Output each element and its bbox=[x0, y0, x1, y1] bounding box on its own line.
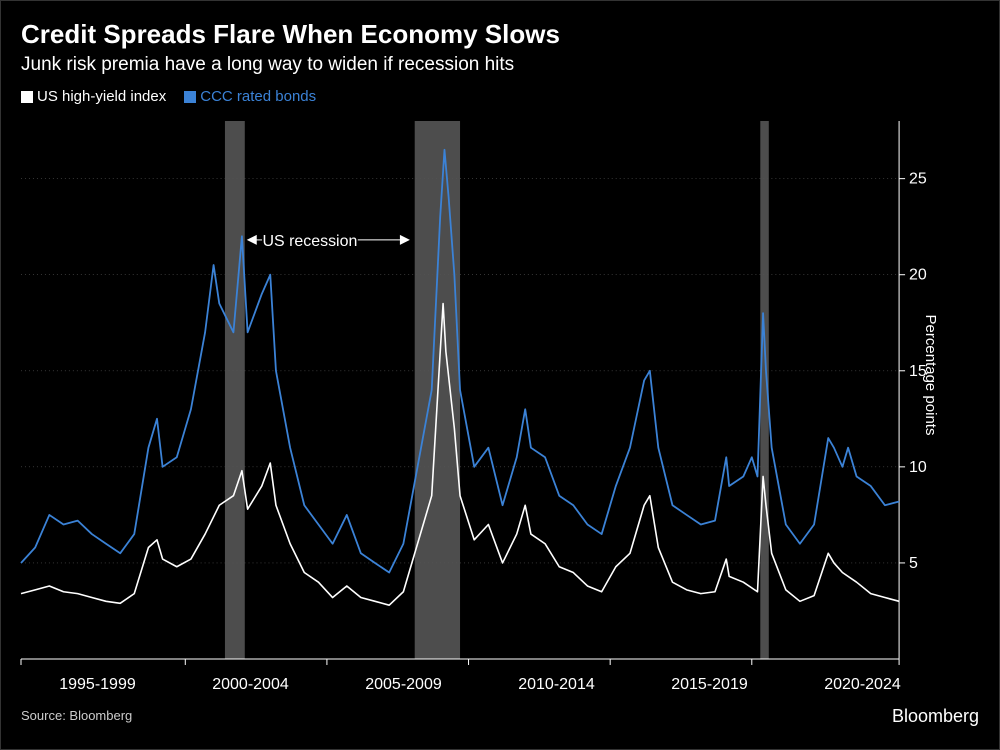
x-tick-label: 2000-2004 bbox=[212, 676, 289, 694]
legend-swatch-ccc bbox=[184, 91, 196, 103]
legend-label-ccc: CCC rated bonds bbox=[200, 88, 316, 105]
chart-title: Credit Spreads Flare When Economy Slows bbox=[1, 1, 999, 54]
x-tick-label: 2015-2019 bbox=[671, 676, 748, 694]
svg-text:10: 10 bbox=[909, 459, 927, 476]
y-axis-label: Percentage points bbox=[922, 315, 939, 436]
plot-svg: 510152025US recession bbox=[21, 121, 939, 659]
svg-text:5: 5 bbox=[909, 555, 918, 572]
legend-item-high-yield: US high-yield index bbox=[21, 88, 166, 105]
x-tick-label: 2010-2014 bbox=[518, 676, 595, 694]
x-tick-label: 1995-1999 bbox=[59, 676, 136, 694]
brand-text: Bloomberg bbox=[892, 706, 979, 727]
plot-area: 510152025US recession bbox=[21, 121, 939, 659]
chart-container: Credit Spreads Flare When Economy Slows … bbox=[0, 0, 1000, 750]
legend-swatch-high-yield bbox=[21, 91, 33, 103]
x-tick-label: 2020-2024 bbox=[824, 676, 901, 694]
legend-item-ccc: CCC rated bonds bbox=[184, 88, 316, 105]
source-text: Source: Bloomberg bbox=[21, 708, 132, 723]
legend: US high-yield index CCC rated bonds bbox=[1, 84, 999, 115]
svg-text:US recession: US recession bbox=[262, 233, 357, 250]
svg-text:25: 25 bbox=[909, 171, 927, 188]
x-axis-labels: 1995-1999 2000-2004 2005-2009 2010-2014 2015… bbox=[21, 676, 939, 694]
legend-label-high-yield: US high-yield index bbox=[37, 88, 166, 105]
svg-text:20: 20 bbox=[909, 267, 927, 284]
chart-subtitle: Junk risk premia have a long way to wide… bbox=[1, 54, 999, 84]
x-tick-label: 2005-2009 bbox=[365, 676, 442, 694]
